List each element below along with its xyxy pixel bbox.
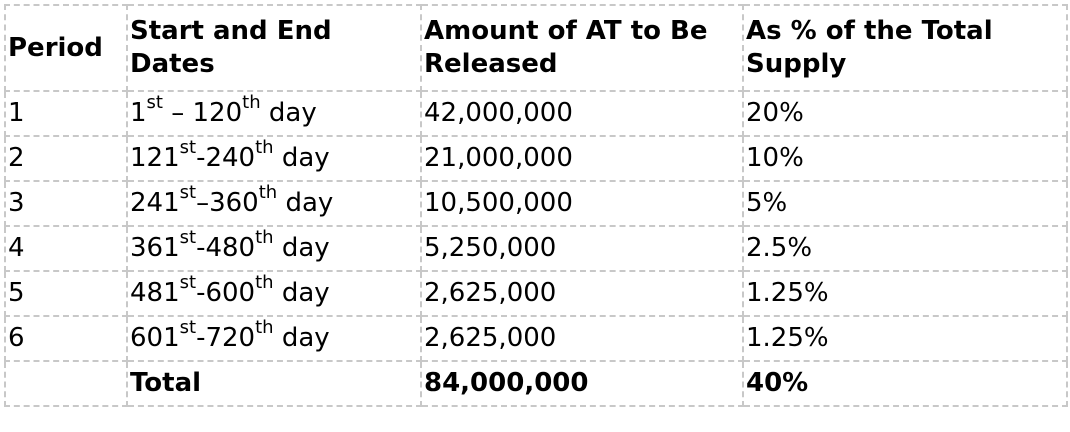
percent-cell: 20% [742,90,1068,137]
start-day: 481 [130,278,180,309]
start-suffix: st [179,272,197,294]
date-separator: - [196,143,206,174]
end-suffix: th [242,92,261,114]
table-body: 1 1st – 120th day 42,000,000 20% 2 121st… [4,90,1068,407]
amount-cell: 2,625,000 [420,270,744,317]
total-amount: 84,000,000 [420,360,744,407]
dates-cell: 121st-240th day [126,135,422,182]
period-cell: 3 [4,180,128,227]
dates-cell: 361st-480th day [126,225,422,272]
end-suffix: th [255,227,274,249]
header-period: Period [4,4,128,92]
total-label: Total [126,360,422,407]
day-unit: day [260,98,317,129]
end-day: 720 [205,323,256,354]
start-day: 121 [130,143,180,174]
percent-cell: 2.5% [742,225,1068,272]
day-unit: day [273,323,330,354]
table-row: 6 601st-720th day 2,625,000 1.25% [4,315,1068,362]
date-separator: – [162,98,193,129]
start-suffix: st [179,137,197,159]
day-unit: day [273,278,330,309]
amount-cell: 42,000,000 [420,90,744,137]
percent-cell: 10% [742,135,1068,182]
total-period-cell [4,360,128,407]
end-day: 120 [192,98,243,129]
dates-cell: 241st–360th day [126,180,422,227]
start-suffix: st [146,92,163,114]
table-row: 4 361st-480th day 5,250,000 2.5% [4,225,1068,272]
table-row: 5 481st-600th day 2,625,000 1.25% [4,270,1068,317]
amount-cell: 10,500,000 [420,180,744,227]
dates-cell: 601st-720th day [126,315,422,362]
start-day: 601 [130,323,180,354]
end-suffix: th [255,317,274,339]
period-cell: 5 [4,270,128,317]
start-suffix: st [179,182,197,204]
total-row: Total 84,000,000 40% [4,360,1068,407]
header-row: Period Start and End Dates Amount of AT … [4,4,1068,92]
header-dates: Start and End Dates [126,4,422,92]
percent-cell: 5% [742,180,1068,227]
end-suffix: th [255,137,274,159]
end-suffix: th [255,272,274,294]
table-row: 3 241st–360th day 10,500,000 5% [4,180,1068,227]
start-day: 241 [130,188,180,219]
amount-cell: 21,000,000 [420,135,744,182]
percent-cell: 1.25% [742,315,1068,362]
amount-cell: 5,250,000 [420,225,744,272]
date-separator: - [196,278,206,309]
end-suffix: th [258,182,278,204]
period-cell: 1 [4,90,128,137]
percent-cell: 1.25% [742,270,1068,317]
start-day: 361 [130,233,180,264]
start-day: 1 [130,98,147,129]
start-suffix: st [179,227,197,249]
day-unit: day [273,233,330,264]
date-separator: – [196,188,210,219]
dates-cell: 481st-600th day [126,270,422,317]
dates-cell: 1st – 120th day [126,90,422,137]
end-day: 240 [205,143,256,174]
end-day: 600 [205,278,256,309]
amount-cell: 2,625,000 [420,315,744,362]
end-day: 480 [205,233,256,264]
table-row: 2 121st-240th day 21,000,000 10% [4,135,1068,182]
day-unit: day [273,143,330,174]
date-separator: - [196,233,206,264]
date-separator: - [196,323,206,354]
end-day: 360 [209,188,259,219]
day-unit: day [277,188,334,219]
period-cell: 6 [4,315,128,362]
total-percent: 40% [742,360,1068,407]
header-percent: As % of the Total Supply [742,4,1068,92]
period-cell: 2 [4,135,128,182]
table-row: 1 1st – 120th day 42,000,000 20% [4,90,1068,137]
start-suffix: st [179,317,197,339]
release-schedule-table: Period Start and End Dates Amount of AT … [4,4,1068,407]
period-cell: 4 [4,225,128,272]
header-amount: Amount of AT to Be Released [420,4,744,92]
